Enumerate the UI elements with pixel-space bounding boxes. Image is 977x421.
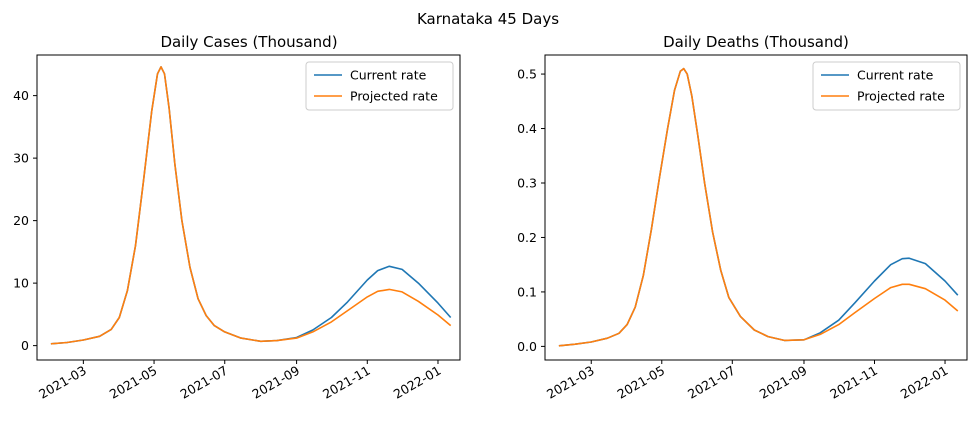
legend-box <box>305 61 454 111</box>
plot-frame <box>36 54 461 361</box>
y-tick-label: 10 <box>13 276 29 291</box>
plot-frame <box>544 54 968 361</box>
x-tick-label: 2021-11 <box>827 363 880 402</box>
chart-panel-deaths: Daily Deaths (Thousand) 0.0 0.1 0.2 0.3 0.4 0… <box>517 33 968 402</box>
legend-box <box>812 61 961 111</box>
x-tick-label: 2021-05 <box>107 363 160 402</box>
y-tick-label: 30 <box>13 151 29 166</box>
chart-panel-cases: Daily Cases (Thousand) 0 10 20 30 40 2021-03 2… <box>13 33 461 402</box>
x-tick-label: 2022-01 <box>898 363 951 402</box>
series-line-projected-rate <box>558 67 959 347</box>
series-line-projected-rate <box>50 66 452 345</box>
y-tick-label: 20 <box>13 213 29 228</box>
y-tick-label: 0.2 <box>517 230 537 245</box>
legend-label: Current rate <box>350 68 427 83</box>
y-tick-label: 0 <box>21 338 29 353</box>
legend-label: Current rate <box>857 68 934 83</box>
legend: Current rate Projected rate <box>305 61 454 111</box>
legend-label: Projected rate <box>350 89 438 104</box>
y-tick-label: 0.1 <box>517 284 537 299</box>
chart-title: Daily Cases (Thousand) <box>160 33 337 51</box>
y-tick-label: 0.0 <box>517 339 537 354</box>
x-tick-label: 2021-03 <box>36 363 89 402</box>
x-tick-label: 2021-03 <box>544 363 597 402</box>
x-tick-label: 2021-07 <box>178 363 231 402</box>
chart-title: Daily Deaths (Thousand) <box>663 33 849 51</box>
x-tick-label: 2022-01 <box>391 363 444 402</box>
y-tick-label: 0.5 <box>517 67 537 82</box>
figure-suptitle: Karnataka 45 Days <box>417 10 559 28</box>
x-tick-label: 2021-11 <box>320 363 373 402</box>
x-tick-label: 2021-09 <box>757 363 810 402</box>
x-tick-label: 2021-09 <box>249 363 302 402</box>
legend: Current rate Projected rate <box>812 61 961 111</box>
x-tick-label: 2021-05 <box>615 363 668 402</box>
y-tick-label: 0.3 <box>517 175 537 190</box>
y-tick-label: 0.4 <box>517 121 537 136</box>
x-tick-label: 2021-07 <box>685 363 738 402</box>
legend-label: Projected rate <box>857 89 945 104</box>
y-tick-label: 40 <box>13 88 29 103</box>
